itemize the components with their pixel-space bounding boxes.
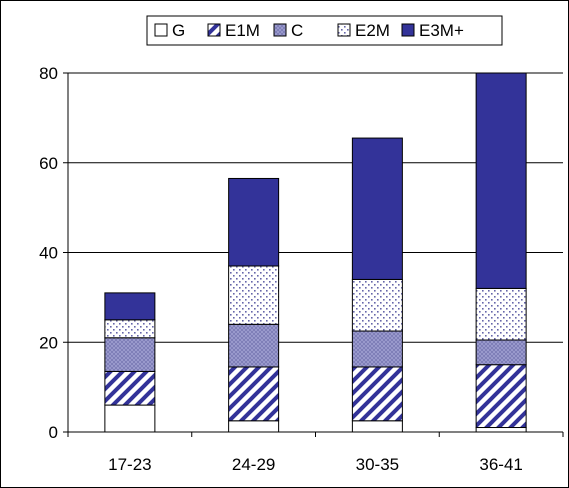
- legend-label: E2M: [355, 21, 390, 40]
- bar-segment-e3mplus: [351, 137, 403, 280]
- bar-segment-e3mplus: [475, 72, 527, 289]
- bar-stack-30-35: [351, 137, 403, 433]
- bar-segment-g: [104, 404, 156, 433]
- legend-swatch-g: [154, 23, 168, 37]
- bar-segment-e2m: [351, 278, 403, 332]
- y-axis: 0 20 40 60 80: [39, 64, 69, 442]
- y-tick-label: 60: [39, 154, 58, 173]
- legend-swatch-c: [273, 23, 287, 37]
- bar-segment-e3mplus: [104, 292, 156, 321]
- bar-segment-e2m: [228, 265, 280, 325]
- bar-stack-24-29: [228, 177, 280, 433]
- y-tick-label: 80: [39, 64, 58, 83]
- bar-segment-g: [475, 427, 527, 433]
- y-tick-label: 20: [39, 333, 58, 352]
- bar-segment-g: [351, 420, 403, 433]
- legend: G E1M C E2M E3M+: [146, 15, 503, 46]
- bar-stack-17-23: [104, 292, 156, 433]
- y-tick-label: 40: [39, 244, 58, 263]
- bar-segment-c: [228, 323, 280, 368]
- legend-box: [146, 15, 503, 46]
- bar-segment-e1m: [475, 364, 527, 429]
- bar-segment-e3mplus: [228, 177, 280, 267]
- x-tick-label: 36-41: [479, 455, 522, 474]
- bar-segment-e1m: [351, 366, 403, 422]
- bar-segment-e1m: [228, 366, 280, 422]
- legend-label: E1M: [225, 21, 260, 40]
- bar-segment-c: [104, 337, 156, 372]
- x-axis: 17-23 24-29 30-35 36-41: [67, 431, 564, 474]
- y-tick-label: 0: [49, 423, 58, 442]
- legend-label: C: [291, 21, 303, 40]
- bar-segment-e2m: [104, 319, 156, 339]
- legend-label: E3M+: [419, 21, 464, 40]
- legend-swatch-e3mplus: [401, 23, 415, 37]
- bar-segment-g: [228, 420, 280, 433]
- x-tick-label: 17-23: [108, 455, 151, 474]
- bar-segment-e1m: [104, 370, 156, 406]
- bar-segment-e2m: [475, 287, 527, 341]
- bars: [104, 72, 527, 433]
- bar-stack-36-41: [475, 72, 527, 433]
- legend-swatch-e1m: [207, 23, 221, 37]
- x-tick-label: 24-29: [232, 455, 275, 474]
- legend-swatch-e2m: [337, 23, 351, 37]
- legend-label: G: [172, 21, 185, 40]
- bar-segment-c: [351, 330, 403, 368]
- bar-segment-c: [475, 339, 527, 366]
- x-tick-label: 30-35: [356, 455, 399, 474]
